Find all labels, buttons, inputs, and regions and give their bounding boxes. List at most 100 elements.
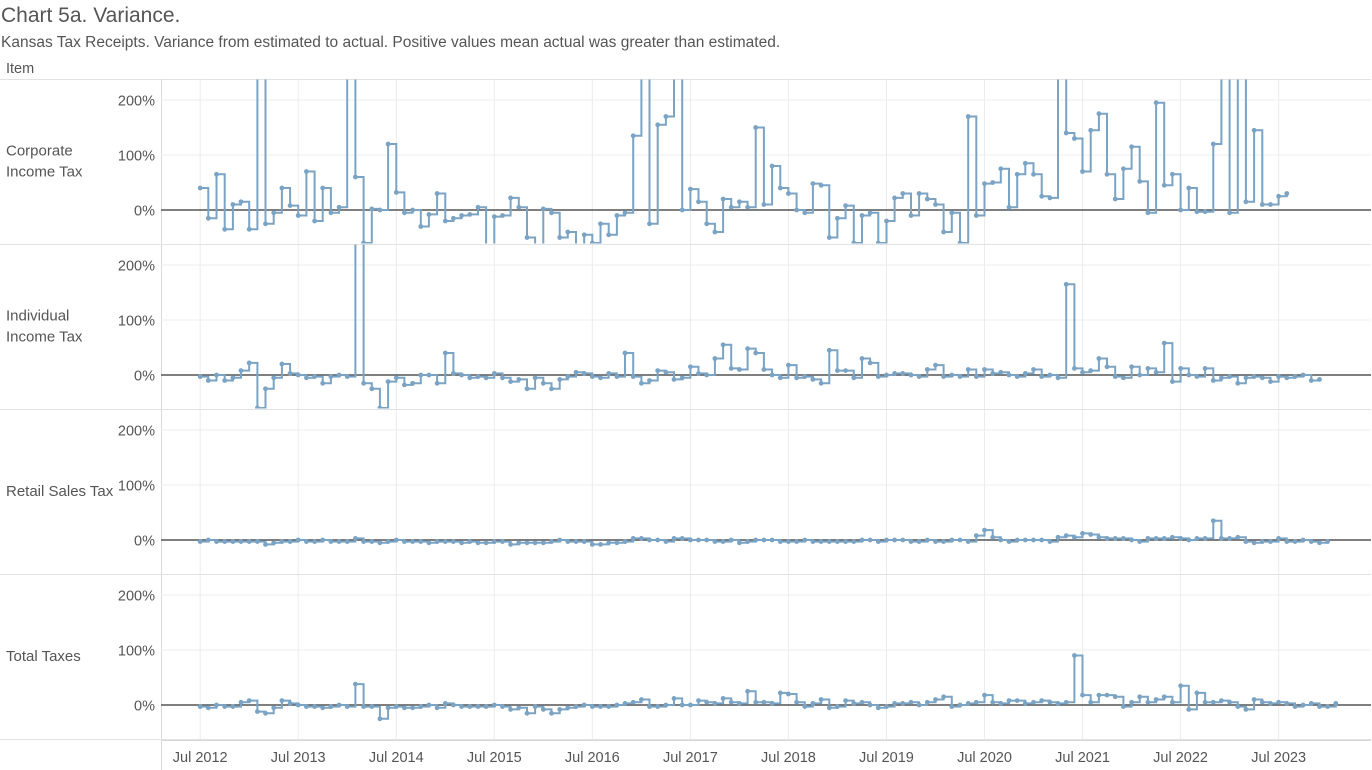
- data-point: [1031, 367, 1036, 372]
- data-point: [1202, 536, 1208, 541]
- data-point: [1161, 694, 1167, 700]
- data-point: [728, 699, 734, 705]
- data-point: [393, 704, 399, 709]
- data-point: [802, 704, 808, 709]
- data-point: [679, 207, 685, 213]
- data-point: [263, 542, 268, 547]
- data-point: [606, 232, 612, 238]
- data-point: [777, 539, 783, 544]
- data-point: [540, 380, 546, 386]
- data-point: [255, 709, 260, 714]
- data-point: [238, 699, 244, 705]
- data-point: [1178, 683, 1183, 689]
- data-point: [1292, 374, 1298, 379]
- data-point: [573, 539, 579, 544]
- data-point: [304, 704, 309, 709]
- data-point: [549, 210, 554, 216]
- data-point: [230, 539, 236, 544]
- data-point: [336, 372, 342, 378]
- data-point: [214, 171, 219, 177]
- data-point: [475, 204, 481, 210]
- x-tick-label: Jul 2019: [859, 750, 914, 766]
- data-point: [459, 372, 464, 378]
- data-point: [1014, 698, 1020, 703]
- data-point: [230, 704, 236, 709]
- data-point: [508, 379, 513, 384]
- data-point: [1153, 536, 1159, 541]
- data-point: [549, 386, 554, 392]
- data-point: [336, 702, 342, 708]
- data-point: [1104, 171, 1110, 177]
- data-point: [1268, 539, 1273, 544]
- data-point: [998, 166, 1004, 172]
- data-point: [451, 215, 456, 221]
- data-point: [647, 378, 652, 383]
- data-point: [402, 539, 407, 544]
- data-point: [1063, 699, 1069, 705]
- data-point: [533, 254, 538, 259]
- data-point: [728, 537, 734, 543]
- data-point: [990, 180, 996, 185]
- data-point: [410, 380, 415, 386]
- data-point: [737, 367, 742, 372]
- data-point: [1210, 141, 1216, 147]
- data-point: [745, 539, 750, 544]
- data-point: [753, 699, 759, 705]
- data-point: [214, 702, 219, 708]
- data-point: [385, 141, 391, 147]
- data-point: [990, 699, 996, 705]
- data-point: [737, 701, 742, 706]
- data-point: [393, 190, 399, 195]
- data-point: [794, 539, 799, 544]
- data-point: [1104, 692, 1110, 698]
- data-point: [1080, 692, 1085, 698]
- data-point: [973, 213, 979, 218]
- data-point: [197, 539, 203, 544]
- data-point: [663, 702, 669, 708]
- data-point: [933, 202, 938, 207]
- data-point: [802, 374, 808, 379]
- data-point: [402, 382, 407, 388]
- data-point: [924, 196, 930, 202]
- data-point: [1186, 537, 1192, 543]
- data-point: [312, 374, 317, 379]
- data-point: [696, 371, 701, 376]
- data-point: [761, 537, 767, 543]
- data-point: [369, 206, 375, 212]
- data-point: [1202, 209, 1208, 215]
- data-point: [1202, 699, 1208, 705]
- data-point: [843, 368, 848, 373]
- data-point: [777, 375, 783, 381]
- data-point: [402, 210, 407, 216]
- data-point: [393, 537, 399, 543]
- data-point: [614, 213, 620, 218]
- data-point: [442, 539, 448, 544]
- data-point: [271, 210, 277, 216]
- data-point: [565, 229, 571, 235]
- data-point: [1022, 537, 1028, 543]
- data-point: [990, 371, 996, 376]
- data-point: [1178, 536, 1183, 541]
- data-point: [1129, 364, 1134, 370]
- data-point: [1047, 195, 1053, 201]
- data-point: [442, 350, 448, 356]
- data-point: [426, 702, 432, 708]
- data-point: [761, 202, 767, 207]
- data-point: [835, 368, 840, 373]
- data-point: [957, 702, 963, 708]
- data-point: [393, 375, 399, 381]
- data-point: [418, 224, 424, 229]
- data-point: [410, 207, 415, 213]
- data-point: [630, 536, 636, 541]
- data-point: [320, 380, 326, 386]
- data-point: [451, 371, 456, 376]
- data-point: [1308, 539, 1314, 544]
- data-point: [442, 701, 448, 706]
- data-point: [344, 539, 350, 544]
- data-point: [924, 367, 930, 372]
- data-point: [688, 537, 693, 543]
- data-point: [361, 240, 366, 244]
- data-point: [1022, 701, 1028, 706]
- data-point: [197, 374, 203, 379]
